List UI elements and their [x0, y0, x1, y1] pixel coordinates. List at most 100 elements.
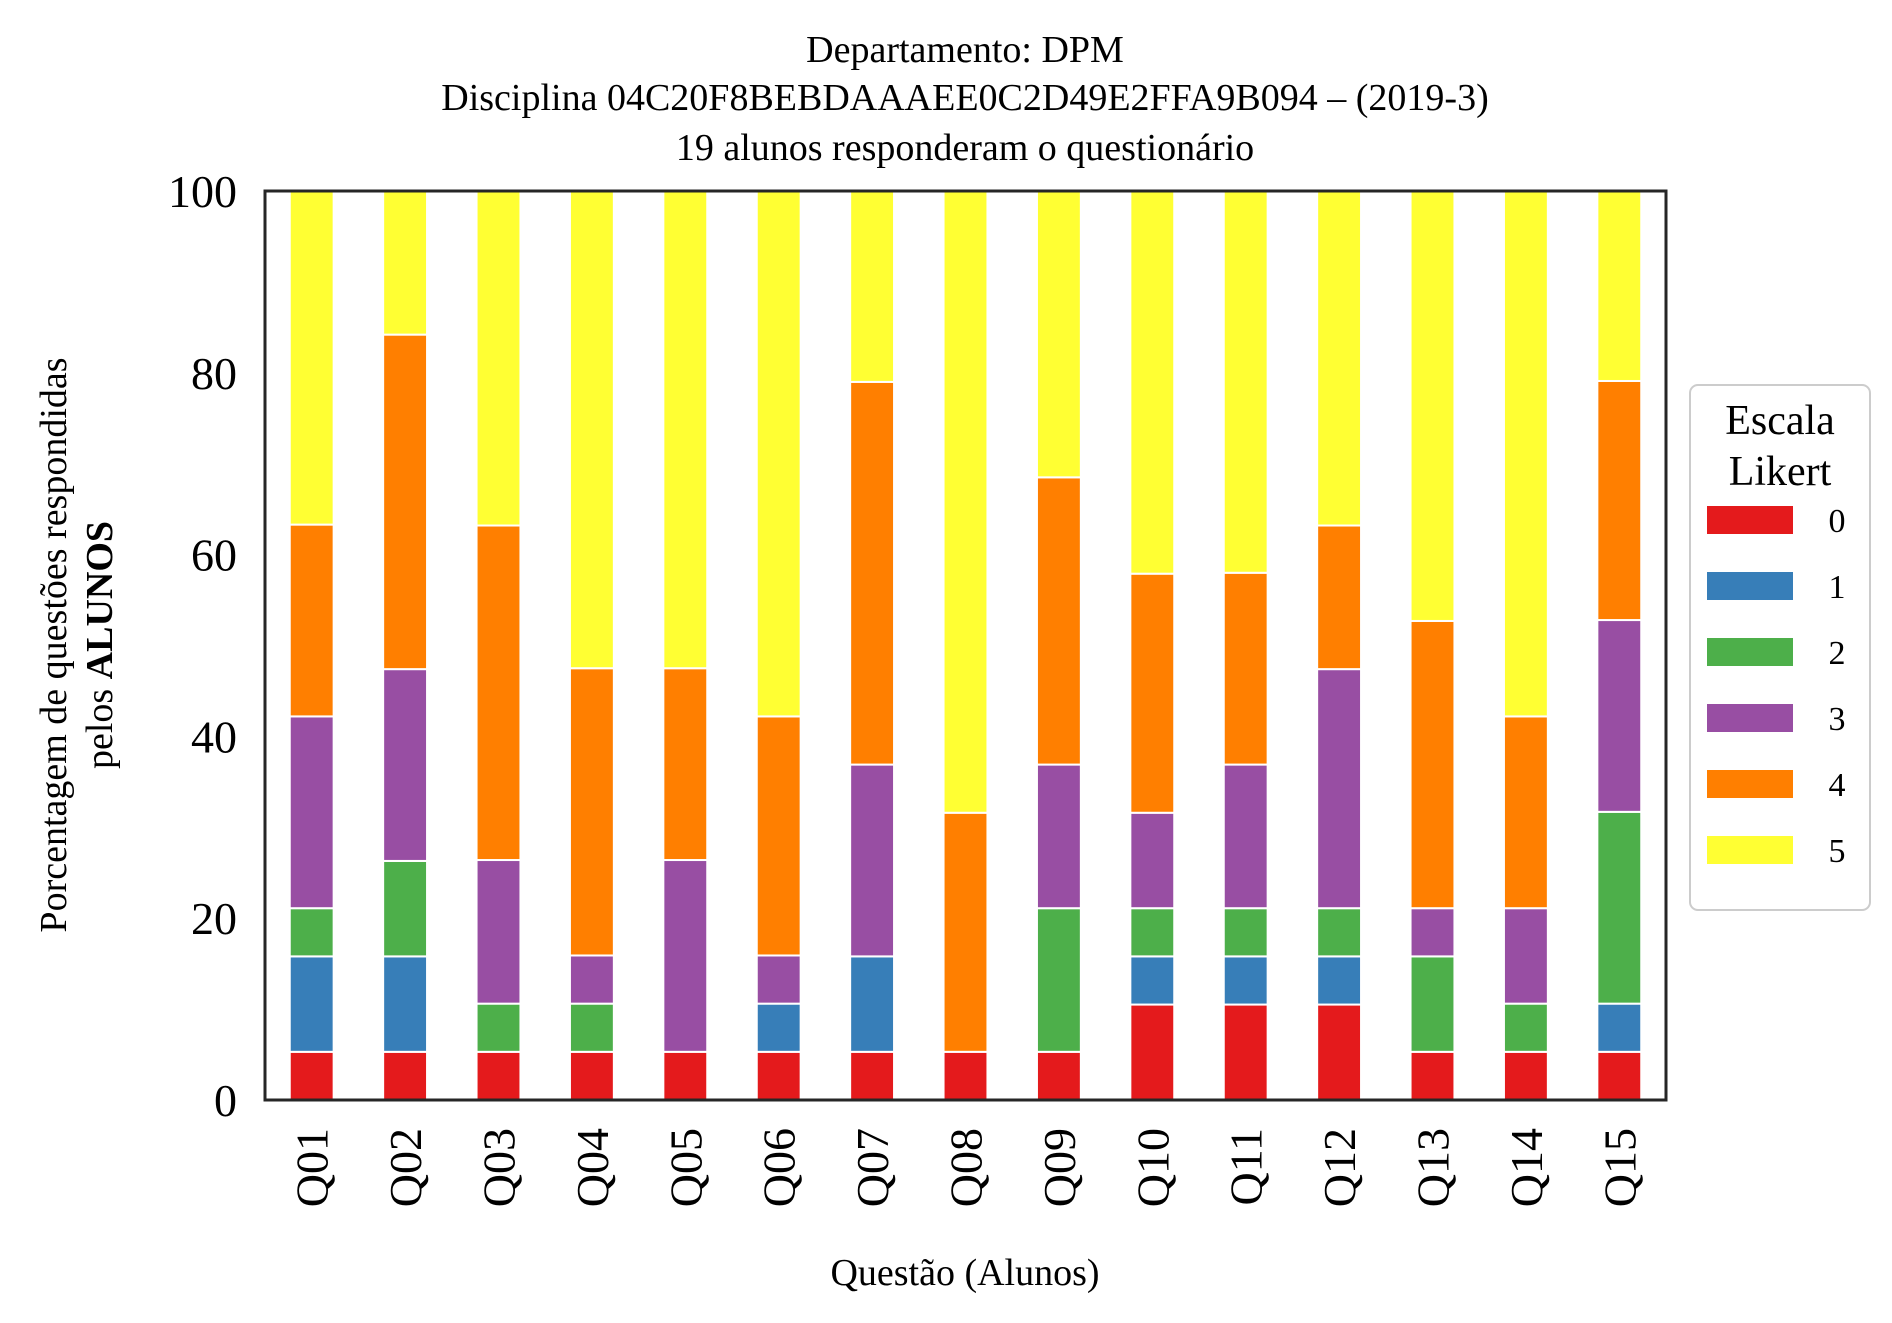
bar-segment-Q14-5 [1502, 189, 1549, 718]
bar-segment-Q03-5 [475, 190, 522, 527]
bar-segment-Q09-3 [1035, 763, 1082, 910]
legend-label-2: 2 [1829, 635, 1846, 672]
bar-segment-Q14-0 [1502, 1050, 1549, 1101]
bar-segment-Q06-4 [755, 715, 802, 957]
bar-segment-Q06-0 [755, 1050, 802, 1101]
bar-segment-Q13-0 [1409, 1050, 1456, 1101]
bar-segment-Q04-4 [568, 667, 615, 957]
bar-segment-Q12-1 [1316, 955, 1363, 1006]
bar-segment-Q10-4 [1129, 572, 1176, 814]
bar-segment-Q10-3 [1129, 811, 1176, 910]
x-tick-label: Q02 [380, 1128, 431, 1207]
bar-segment-Q15-5 [1596, 188, 1643, 382]
x-tick-label: Q12 [1314, 1128, 1365, 1207]
bar-segment-Q09-4 [1035, 476, 1082, 766]
bar-segment-Q15-4 [1596, 379, 1643, 622]
x-tick-label: Q04 [567, 1128, 618, 1207]
bar-segment-Q07-1 [849, 955, 896, 1053]
bar-segment-Q08-5 [942, 190, 989, 814]
bar-segment-Q11-2 [1222, 907, 1269, 958]
legend-items: 0 1 2 3 4 5 [1707, 503, 1846, 870]
bar-segment-Q07-0 [849, 1050, 896, 1101]
y-tick-label: 80 [191, 348, 237, 399]
bar-segment-Q03-0 [475, 1050, 522, 1101]
bar-segment-Q07-4 [849, 380, 896, 766]
bar-segment-Q06-3 [755, 954, 802, 1005]
bar-segment-Q05-5 [662, 189, 709, 670]
legend-title-line-2: Likert [1729, 449, 1832, 495]
y-tick-label: 100 [168, 166, 237, 217]
x-tick-label: Q15 [1594, 1128, 1645, 1207]
bar-segment-Q12-3 [1316, 668, 1363, 910]
bar-segment-Q11-0 [1222, 1003, 1269, 1101]
x-tick-label: Q05 [660, 1128, 711, 1207]
bar-segment-Q13-2 [1409, 955, 1456, 1053]
x-tick-label: Q10 [1127, 1128, 1178, 1207]
bar-segment-Q11-5 [1222, 189, 1269, 574]
bar-segment-Q02-1 [382, 955, 429, 1053]
y-tick-label: 20 [191, 893, 237, 944]
bars-group [288, 188, 1643, 1101]
bar-segment-Q15-1 [1596, 1002, 1643, 1053]
legend-swatch-0 [1707, 506, 1793, 534]
bar-segment-Q01-4 [288, 523, 335, 718]
bar-segment-Q05-4 [662, 667, 709, 862]
bar-segment-Q11-4 [1222, 571, 1269, 766]
bar-segment-Q07-3 [849, 763, 896, 958]
bar-segment-Q15-0 [1596, 1050, 1643, 1101]
bar-segment-Q10-5 [1129, 190, 1176, 575]
legend-swatch-1 [1707, 572, 1793, 600]
bar-segment-Q02-4 [382, 333, 429, 671]
y-tick-label: 60 [191, 530, 237, 581]
bar-segment-Q01-0 [288, 1050, 335, 1101]
x-tick-label: Q01 [287, 1128, 338, 1207]
bar-segment-Q06-1 [755, 1002, 802, 1053]
bar-segment-Q01-3 [288, 715, 335, 910]
bar-segment-Q05-3 [662, 859, 709, 1053]
bar-segment-Q03-2 [475, 1002, 522, 1053]
legend-swatch-3 [1707, 704, 1793, 732]
bar-segment-Q04-2 [568, 1002, 615, 1053]
bar-segment-Q01-2 [288, 907, 335, 958]
legend-title-line-1: Escala [1725, 398, 1835, 444]
bar-segment-Q13-3 [1409, 907, 1456, 958]
bar-segment-Q02-0 [382, 1050, 429, 1101]
bar-segment-Q10-1 [1129, 955, 1176, 1006]
x-axis-label: Questão (Alunos) [830, 1252, 1099, 1294]
bar-segment-Q03-4 [475, 524, 522, 862]
x-tick-label: Q11 [1221, 1128, 1272, 1206]
legend-label-4: 4 [1829, 767, 1846, 804]
y-axis-label-line-1: Porcentagem de questões respondidas [33, 357, 75, 932]
bar-segment-Q09-5 [1035, 189, 1082, 479]
legend-label-3: 3 [1829, 701, 1846, 738]
y-tick-label: 0 [214, 1075, 237, 1126]
legend-label-5: 5 [1829, 833, 1846, 870]
title-line-2: Disciplina 04C20F8BEBDAAAEE0C2D49E2FFA9B… [441, 77, 1488, 119]
legend-label-0: 0 [1829, 503, 1846, 540]
bar-segment-Q11-3 [1222, 763, 1269, 910]
bar-segment-Q07-5 [849, 189, 896, 383]
bar-segment-Q11-1 [1222, 955, 1269, 1006]
bar-segment-Q08-0 [942, 1050, 989, 1101]
bar-segment-Q14-2 [1502, 1002, 1549, 1053]
bar-segment-Q02-2 [382, 859, 429, 958]
y-axis-label: Porcentagem de questões respondidas pelo… [33, 357, 121, 932]
x-tick-label: Q08 [941, 1128, 992, 1207]
bar-segment-Q08-4 [942, 811, 989, 1053]
bar-segment-Q15-2 [1596, 810, 1643, 1005]
chart-title: Departamento: DPM Disciplina 04C20F8BEBD… [441, 29, 1488, 169]
x-tick-label: Q03 [474, 1128, 525, 1207]
x-tick-label: Q14 [1501, 1128, 1552, 1207]
bar-segment-Q12-5 [1316, 190, 1363, 527]
y-axis-label-emphasis: ALUNOS [79, 521, 121, 679]
y-tick-label: 40 [191, 711, 237, 762]
y-axis-label-line-2: pelos ALUNOS [79, 521, 121, 769]
legend: Escala Likert 0 1 2 3 4 5 [1689, 384, 1871, 911]
y-axis-ticks: 0 20 40 60 80 100 [168, 166, 237, 1126]
bar-segment-Q04-0 [568, 1050, 615, 1101]
bar-segment-Q03-3 [475, 859, 522, 1005]
bar-segment-Q09-0 [1035, 1050, 1082, 1101]
legend-swatch-5 [1707, 836, 1793, 864]
bar-segment-Q02-5 [382, 190, 429, 336]
